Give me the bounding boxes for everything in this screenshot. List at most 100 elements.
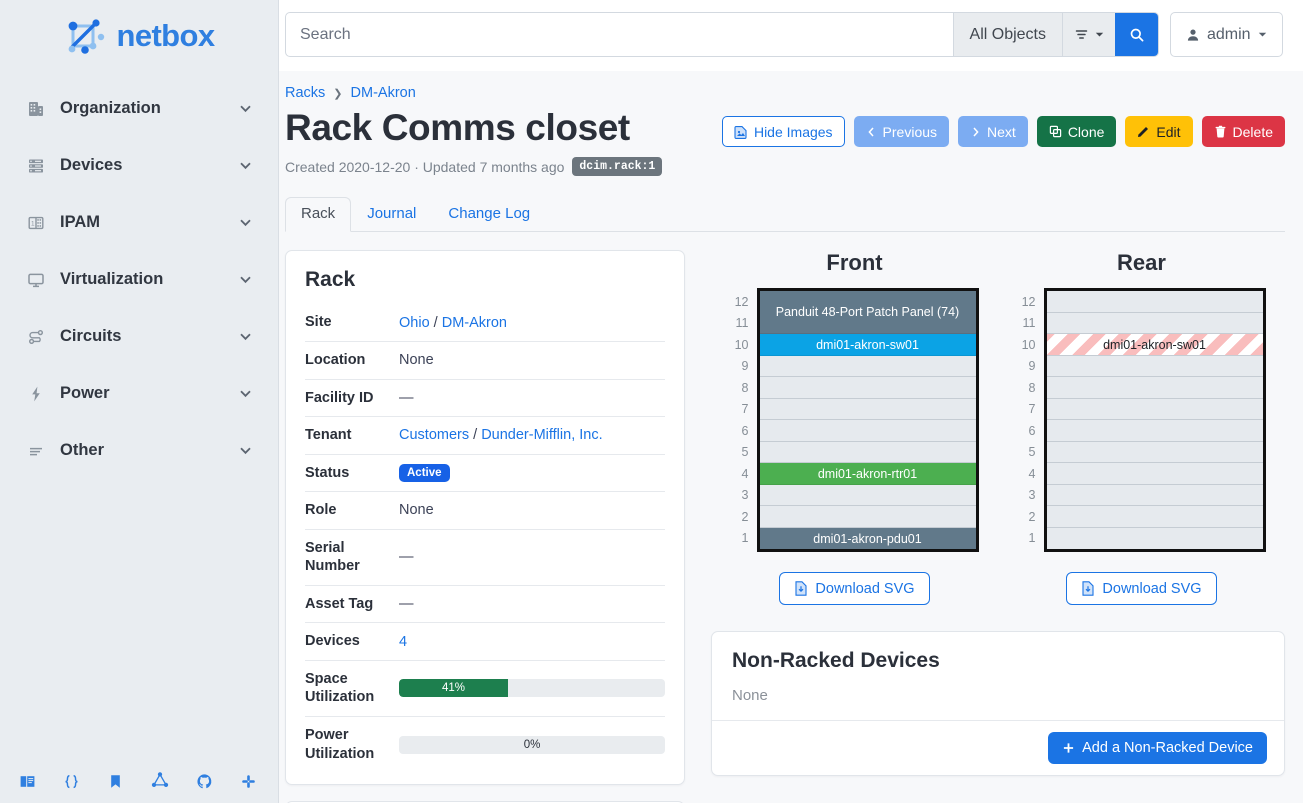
add-non-racked-device-label: Add a Non-Racked Device bbox=[1082, 740, 1253, 757]
rack-front-unit-4: 4 bbox=[741, 466, 749, 481]
search-icon bbox=[1129, 27, 1145, 43]
chevron-down-icon[interactable] bbox=[237, 214, 254, 231]
rack-unit-empty-6[interactable] bbox=[1046, 420, 1263, 442]
attr-label: Role bbox=[305, 491, 399, 530]
next-button[interactable]: Next bbox=[958, 116, 1028, 147]
sidebar-item-ipam[interactable]: 1 IPAM bbox=[0, 194, 278, 251]
rack-unit-empty-8[interactable] bbox=[1046, 377, 1263, 399]
attr-label: Location bbox=[305, 340, 399, 380]
rack-unit-empty-3[interactable] bbox=[759, 484, 976, 507]
rack-unit-device[interactable]: dmi01-akron-rtr01 bbox=[759, 463, 976, 485]
rack-rear-unit-9: 9 bbox=[1028, 359, 1036, 374]
rack-unit-empty-8[interactable] bbox=[759, 377, 976, 399]
rack-unit-empty-2[interactable] bbox=[759, 506, 976, 528]
tenant-group-link[interactable]: Customers bbox=[399, 427, 470, 444]
rack-unit-empty-9[interactable] bbox=[1046, 355, 1263, 378]
rack-unit-empty-4[interactable] bbox=[1046, 463, 1263, 485]
user-menu-button[interactable]: admin bbox=[1170, 12, 1283, 57]
rack-unit-empty-5[interactable] bbox=[759, 441, 976, 464]
sidebar-item-circuits[interactable]: Circuits bbox=[0, 308, 278, 365]
add-non-racked-device-button[interactable]: Add a Non-Racked Device bbox=[1048, 732, 1267, 765]
sidebar-item-label: Organization bbox=[60, 99, 161, 118]
search-group: All Objects bbox=[285, 12, 1159, 57]
clone-button[interactable]: Clone bbox=[1036, 116, 1117, 147]
chevron-down-icon[interactable] bbox=[237, 100, 254, 117]
sidebar-item-other[interactable]: Other bbox=[0, 422, 278, 479]
object-scope-label: All Objects bbox=[969, 25, 1046, 43]
slack-icon[interactable] bbox=[240, 773, 257, 790]
rack-front-box[interactable]: Panduit 48-Port Patch Panel (74) dmi01-ak… bbox=[756, 288, 979, 553]
sidebar-footer-links bbox=[0, 759, 278, 803]
sidebar-item-virtualization[interactable]: Virtualization bbox=[0, 251, 278, 308]
attr-label: Devices bbox=[305, 622, 399, 661]
breadcrumb-racks-link[interactable]: Racks bbox=[285, 85, 326, 101]
rack-rear-unit-6: 6 bbox=[1028, 423, 1036, 438]
file-download-icon bbox=[794, 581, 808, 597]
edit-button[interactable]: Edit bbox=[1125, 116, 1193, 147]
sidebar-item-power[interactable]: Power bbox=[0, 365, 278, 422]
chevron-down-icon[interactable] bbox=[237, 328, 254, 345]
hide-images-button[interactable]: Hide Images bbox=[721, 116, 845, 147]
rack-unit-empty-7[interactable] bbox=[1046, 398, 1263, 421]
tab-journal[interactable]: Journal bbox=[351, 197, 432, 232]
rack-unit-empty-2[interactable] bbox=[1046, 506, 1263, 528]
attr-value-asset-tag: — bbox=[399, 584, 665, 623]
sidebar-item-organization[interactable]: Organization bbox=[0, 80, 278, 137]
svg-text:1: 1 bbox=[31, 220, 35, 227]
previous-button[interactable]: Previous bbox=[853, 116, 950, 147]
tab-change-log[interactable]: Change Log bbox=[432, 197, 546, 232]
tenant-link[interactable]: Dunder-Mifflin, Inc. bbox=[481, 427, 603, 444]
separator: / bbox=[473, 427, 478, 444]
breadcrumb-current-link[interactable]: DM-Akron bbox=[350, 85, 416, 101]
filter-dropdown-button[interactable] bbox=[1062, 13, 1115, 56]
rack-unit-empty-9[interactable] bbox=[759, 355, 976, 378]
sidebar-item-label: Power bbox=[60, 384, 110, 403]
site-group-link[interactable]: Ohio bbox=[399, 314, 430, 331]
chevron-down-icon[interactable] bbox=[237, 157, 254, 174]
rack-elevation-column: Front 12 11 10 9 8 7 6 5 4 3 2 1 Panduit 48-Port Pa… bbox=[711, 250, 1285, 803]
file-download-icon bbox=[1081, 581, 1095, 597]
search-input[interactable] bbox=[286, 13, 953, 56]
rack-rear-unit-10: 10 bbox=[1021, 337, 1036, 352]
rack-unit-empty-6[interactable] bbox=[759, 420, 976, 442]
chevron-down-icon[interactable] bbox=[237, 271, 254, 288]
delete-button[interactable]: Delete bbox=[1201, 116, 1285, 147]
search-submit-button[interactable] bbox=[1115, 13, 1158, 56]
rack-unit-empty-7[interactable] bbox=[759, 398, 976, 421]
rack-unit-empty-11[interactable] bbox=[1046, 312, 1263, 335]
download-svg-front-button[interactable]: Download SVG bbox=[779, 572, 930, 606]
rack-front-title: Front bbox=[826, 250, 883, 276]
table-row: Serial Number — bbox=[305, 528, 665, 586]
non-racked-devices-card: Non-Racked Devices None Add a Non-Racked… bbox=[711, 631, 1285, 777]
rack-unit-empty-1[interactable] bbox=[1046, 527, 1263, 550]
tab-rack[interactable]: Rack bbox=[285, 197, 352, 233]
docs-book-icon[interactable] bbox=[19, 773, 36, 790]
rack-unit-empty-3[interactable] bbox=[1046, 484, 1263, 507]
non-racked-empty-text: None bbox=[732, 687, 768, 705]
rack-unit-device[interactable]: dmi01-akron-pdu01 bbox=[759, 527, 976, 550]
chevron-down-icon[interactable] bbox=[237, 442, 254, 459]
rack-attributes-table: Site Ohio / DM-Akron Location bbox=[305, 304, 665, 773]
tab-panel-rack: Rack Site Ohio / DM-Akron bbox=[285, 250, 1285, 803]
object-scope-select[interactable]: All Objects bbox=[952, 13, 1062, 56]
devices-count-link[interactable]: 4 bbox=[399, 633, 408, 650]
table-row: Power Utilization 0% bbox=[305, 716, 665, 773]
rack-unit-empty-12[interactable] bbox=[1046, 291, 1263, 313]
chevron-down-icon[interactable] bbox=[237, 385, 254, 402]
github-icon[interactable] bbox=[196, 773, 213, 790]
rack-unit-device[interactable]: dmi01-akron-sw01 bbox=[1046, 334, 1263, 356]
api-braces-icon[interactable] bbox=[63, 773, 80, 790]
rack-unit-device[interactable]: dmi01-akron-sw01 bbox=[759, 334, 976, 356]
rack-rear-box[interactable]: dmi01-akron-sw01 bbox=[1043, 288, 1266, 553]
download-svg-rear-button[interactable]: Download SVG bbox=[1066, 572, 1217, 606]
graphql-icon[interactable] bbox=[151, 772, 169, 790]
table-row: Status Active bbox=[305, 453, 665, 492]
rack-unit-device[interactable]: Panduit 48-Port Patch Panel (74) bbox=[759, 291, 976, 335]
table-row: Site Ohio / DM-Akron bbox=[305, 304, 665, 341]
sidebar-item-devices[interactable]: Devices bbox=[0, 137, 278, 194]
space-utilization-value: 41% bbox=[442, 682, 466, 695]
bookmark-icon[interactable] bbox=[107, 773, 124, 790]
brand-logo[interactable]: netbox bbox=[0, 0, 278, 66]
rack-unit-empty-5[interactable] bbox=[1046, 441, 1263, 464]
site-link[interactable]: DM-Akron bbox=[441, 314, 507, 331]
